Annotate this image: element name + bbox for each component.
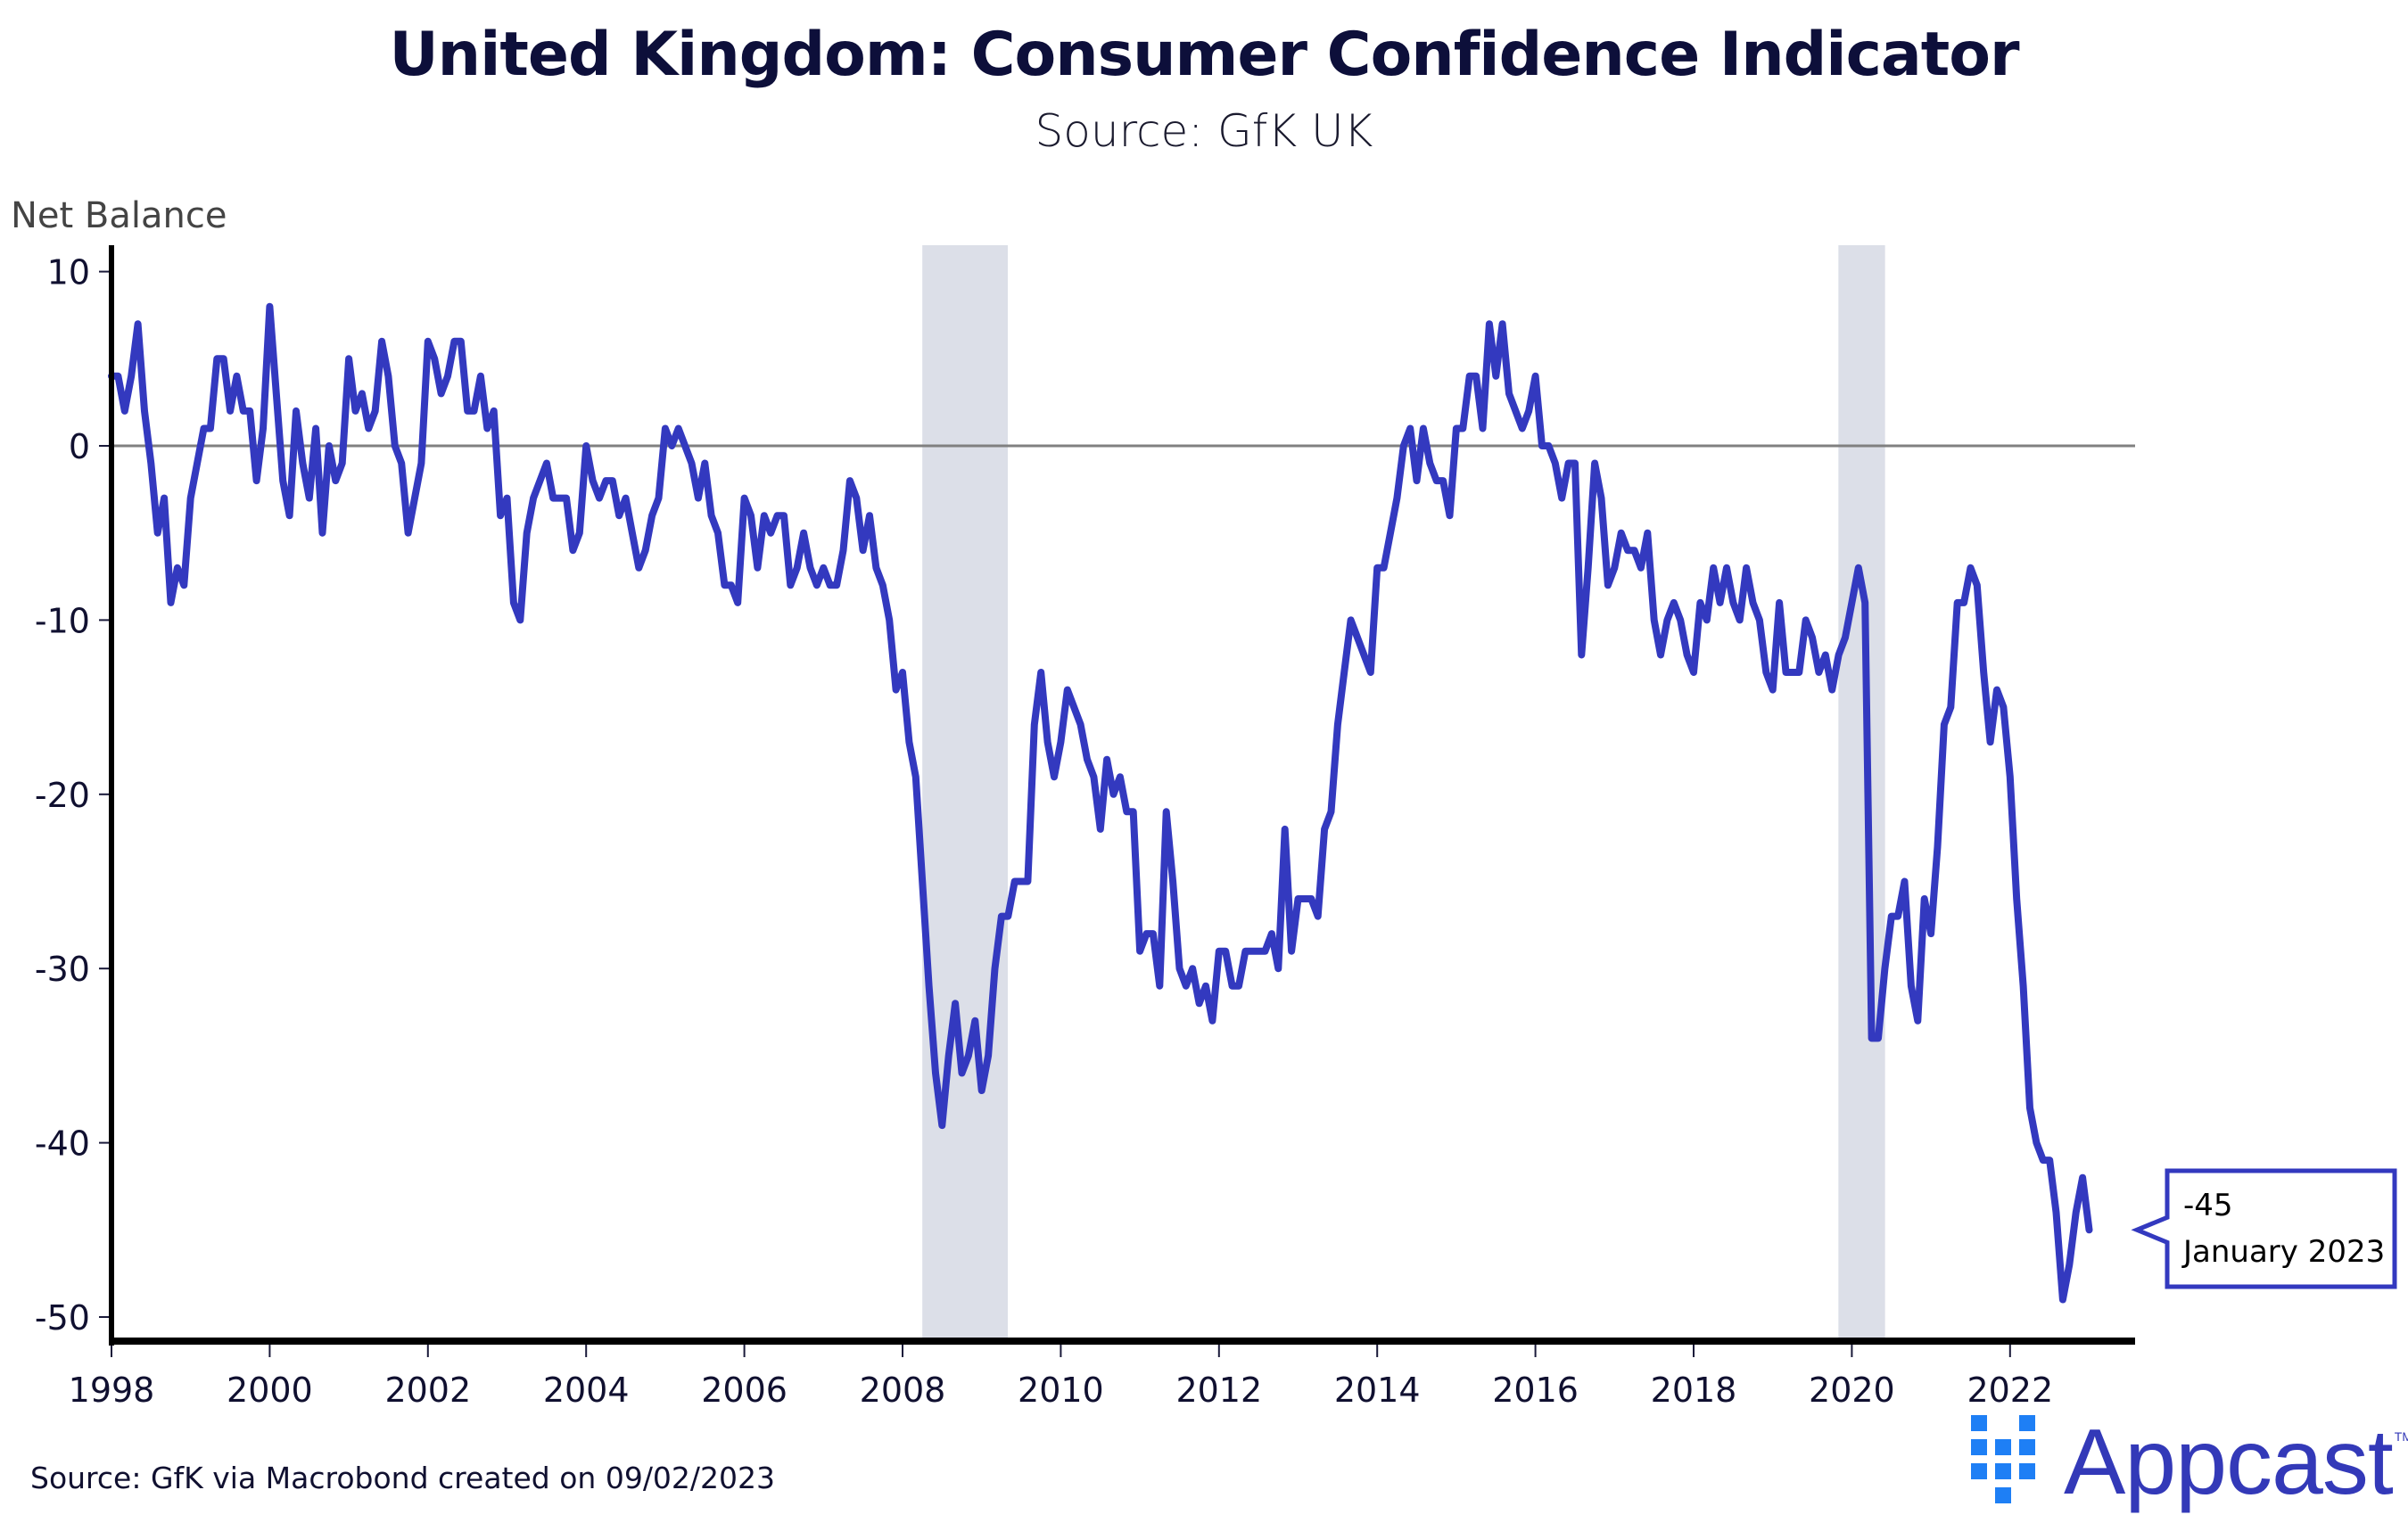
y-tick-label: -30 bbox=[35, 950, 90, 989]
y-tick-label: 10 bbox=[47, 253, 90, 292]
appcast-logo: Appcast TM bbox=[1971, 1413, 2408, 1511]
recession-band-1 bbox=[922, 245, 1008, 1341]
recession-bands bbox=[922, 245, 1885, 1341]
x-tick-label: 2020 bbox=[1809, 1371, 1895, 1410]
logo-dot bbox=[1995, 1439, 2011, 1455]
y-tick-label: -40 bbox=[35, 1124, 90, 1164]
callout-box bbox=[2131, 1168, 2397, 1289]
chart-subtitle: Source: GfK UK bbox=[1035, 105, 1373, 157]
logo-dot bbox=[2019, 1415, 2035, 1431]
x-tick-label: 2022 bbox=[1967, 1371, 2053, 1410]
logo-trademark: TM bbox=[2394, 1429, 2408, 1444]
logo-wordmark: Appcast bbox=[2064, 1411, 2394, 1514]
logo-dot bbox=[1971, 1463, 1987, 1479]
x-tick-label: 2014 bbox=[1334, 1371, 1421, 1410]
logo-dot bbox=[1995, 1463, 2011, 1479]
x-tick-label: 2006 bbox=[701, 1371, 788, 1410]
y-axis-ticks: 10 0 -10 -20 -30 -40 -50 bbox=[35, 253, 111, 1338]
footer-source-note: Source: GfK via Macrobond created on 09/… bbox=[30, 1461, 776, 1495]
y-tick-label: -10 bbox=[35, 601, 90, 640]
callout-date: January 2023 bbox=[2181, 1234, 2385, 1270]
chart-title: United Kingdom: Consumer Confidence Indi… bbox=[389, 20, 2019, 90]
dot-grid-icon bbox=[1971, 1415, 2035, 1503]
x-tick-label: 2010 bbox=[1018, 1371, 1104, 1410]
x-tick-label: 2000 bbox=[227, 1371, 313, 1410]
x-tick-label: 1998 bbox=[69, 1371, 155, 1410]
logo-dot bbox=[2019, 1463, 2035, 1479]
logo-dot bbox=[2019, 1439, 2035, 1455]
y-tick-label: -20 bbox=[35, 776, 90, 815]
logo-dot bbox=[1971, 1439, 1987, 1455]
logo-dot bbox=[1971, 1415, 1987, 1431]
x-tick-label: 2002 bbox=[384, 1371, 471, 1410]
last-value-callout: -45 January 2023 bbox=[2131, 1168, 2397, 1289]
callout-value: -45 bbox=[2183, 1188, 2233, 1223]
x-axis-ticks: 1998 2000 2002 2004 2006 2008 2010 2012 2014 2016… bbox=[69, 1341, 2053, 1410]
x-tick-label: 2016 bbox=[1492, 1371, 1579, 1410]
y-axis-label: Net Balance bbox=[11, 195, 227, 236]
y-tick-label: -50 bbox=[35, 1298, 90, 1338]
recession-band-2 bbox=[1838, 245, 1885, 1341]
x-tick-label: 2012 bbox=[1175, 1371, 1262, 1410]
x-tick-label: 2004 bbox=[543, 1371, 630, 1410]
logo-dot bbox=[1995, 1487, 2011, 1503]
x-tick-label: 2008 bbox=[860, 1371, 946, 1410]
y-tick-label: 0 bbox=[69, 427, 90, 466]
series-line bbox=[108, 302, 2093, 1304]
x-tick-label: 2018 bbox=[1651, 1371, 1737, 1410]
